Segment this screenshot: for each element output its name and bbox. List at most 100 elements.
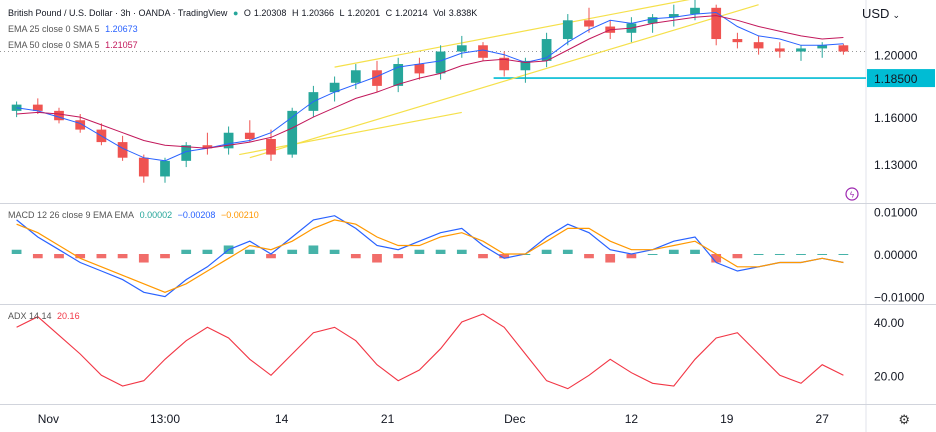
macd-histogram-bar — [350, 254, 361, 259]
x-tick-label: Dec — [504, 412, 525, 426]
candle-body — [266, 138, 276, 155]
macd-histogram-bar — [54, 254, 64, 259]
currency-label: USD — [862, 6, 890, 21]
volume-value: 3.838K — [448, 8, 478, 18]
macd-histogram-bar — [668, 249, 679, 254]
macd-histogram-bar — [75, 254, 86, 259]
candle-body — [499, 57, 510, 71]
gear-icon[interactable]: ⚙ — [898, 412, 910, 427]
macd-histogram-bar — [838, 254, 849, 255]
channel-upper-line — [334, 0, 691, 68]
macd-histogram-bar — [329, 249, 340, 254]
candle-body — [562, 20, 573, 40]
macd-histogram-bar — [499, 254, 510, 259]
ema50-line — [16, 15, 844, 149]
x-tick-label: 13:00 — [150, 412, 180, 426]
ohlc-l-value: 1.20201 — [347, 8, 381, 18]
adx-label: ADX 14 14 — [8, 311, 52, 321]
macd-histogram-bar — [244, 249, 255, 254]
macd-line — [16, 215, 844, 298]
macd-histogram-bar — [287, 249, 298, 254]
ohlc-h-label: H — [291, 8, 299, 18]
candle-body — [435, 51, 446, 74]
macd-histogram-bar — [414, 249, 425, 254]
price-tick-label: 1.20000 — [874, 49, 918, 63]
candle-body — [817, 45, 828, 49]
macd-histogram-bar — [181, 249, 192, 254]
candle-body — [54, 110, 64, 121]
macd-histogram-bar — [456, 249, 467, 254]
ema50-value: 1.21057 — [105, 40, 138, 50]
macd-histogram-bar — [753, 254, 764, 255]
ema50-legend: EMA 50 close 0 SMA 5 1.21057 — [8, 40, 141, 50]
candle-body — [711, 7, 722, 40]
candle-body — [287, 110, 298, 155]
macd-histogram-bar — [732, 254, 743, 259]
macd-histogram-bar — [308, 245, 319, 254]
macd-histogram-bar — [11, 249, 22, 254]
volume-label: Vol — [433, 8, 446, 18]
candle-body — [753, 42, 764, 49]
candle-body — [160, 160, 170, 177]
macd-label: MACD 12 26 close 9 EMA EMA — [8, 210, 135, 220]
adx-line — [16, 313, 844, 390]
channel-lower-line — [249, 4, 759, 159]
macd-histogram-bar — [541, 249, 552, 254]
ema25-value: 1.20673 — [105, 24, 138, 34]
x-tick-label: 27 — [816, 412, 830, 426]
candle-body — [668, 14, 679, 18]
ohlc-h-value: 1.20366 — [301, 8, 335, 18]
candle-body — [647, 17, 658, 24]
ema25-line — [16, 11, 844, 162]
price-level-label: 1.18500 — [874, 72, 918, 86]
adx-tick-label: 40.00 — [874, 316, 904, 330]
adx-legend: ADX 14 14 20.16 — [8, 311, 83, 321]
macd-signal-value: −0.00210 — [220, 210, 259, 220]
candle-body — [774, 48, 785, 52]
macd-histogram-bar — [690, 249, 700, 254]
macd-histogram-bar — [796, 254, 806, 255]
candle-body — [75, 120, 86, 130]
currency-selector[interactable]: USD ⌄ — [862, 6, 900, 21]
x-tick-label: 19 — [720, 412, 734, 426]
macd-histogram-bar — [584, 254, 594, 259]
candle-body — [838, 45, 849, 52]
symbol-legend: British Pound / U.S. Dollar · 3h · OANDA… — [8, 8, 480, 18]
channel-base-line — [239, 111, 462, 156]
macd-signal-line — [16, 219, 844, 293]
macd-histogram-bar — [32, 254, 43, 259]
macd-histogram-bar — [117, 254, 128, 259]
macd-hist-value: 0.00002 — [139, 210, 173, 220]
macd-histogram-bar — [138, 254, 149, 263]
candle-body — [584, 20, 594, 27]
candle-body — [244, 132, 255, 139]
macd-histogram-bar — [711, 254, 722, 263]
candle-body — [690, 7, 700, 15]
x-tick-label: 21 — [381, 412, 395, 426]
candle-body — [32, 104, 43, 111]
ema50-label: EMA 50 close 0 SMA 5 — [8, 40, 100, 50]
lightning-glyph: ϟ — [850, 191, 855, 200]
ohlc-o-value: 1.20308 — [253, 8, 287, 18]
ema25-legend: EMA 25 close 0 SMA 5 1.20673 — [8, 24, 141, 34]
macd-histogram-bar — [626, 254, 637, 259]
macd-histogram-bar — [817, 254, 828, 255]
macd-histogram-bar — [562, 249, 573, 254]
macd-histogram-bar — [96, 254, 107, 259]
macd-histogram-bar — [372, 254, 382, 263]
macd-tick-label: −0.01000 — [874, 291, 925, 305]
macd-histogram-bar — [266, 254, 276, 259]
macd-histogram-bar — [605, 254, 616, 263]
ohlc-l-label: L — [339, 8, 345, 18]
candle-body — [350, 70, 361, 83]
candle-body — [796, 48, 806, 52]
adx-tick-label: 20.00 — [874, 369, 904, 383]
macd-histogram-bar — [202, 249, 213, 254]
candle-body — [138, 157, 149, 177]
candle-body — [117, 142, 128, 158]
ema25-label: EMA 25 close 0 SMA 5 — [8, 24, 100, 34]
candle-body — [414, 64, 425, 74]
candle-body — [393, 64, 404, 86]
candle-body — [202, 145, 213, 149]
ohlc-c-value: 1.20214 — [395, 8, 428, 18]
